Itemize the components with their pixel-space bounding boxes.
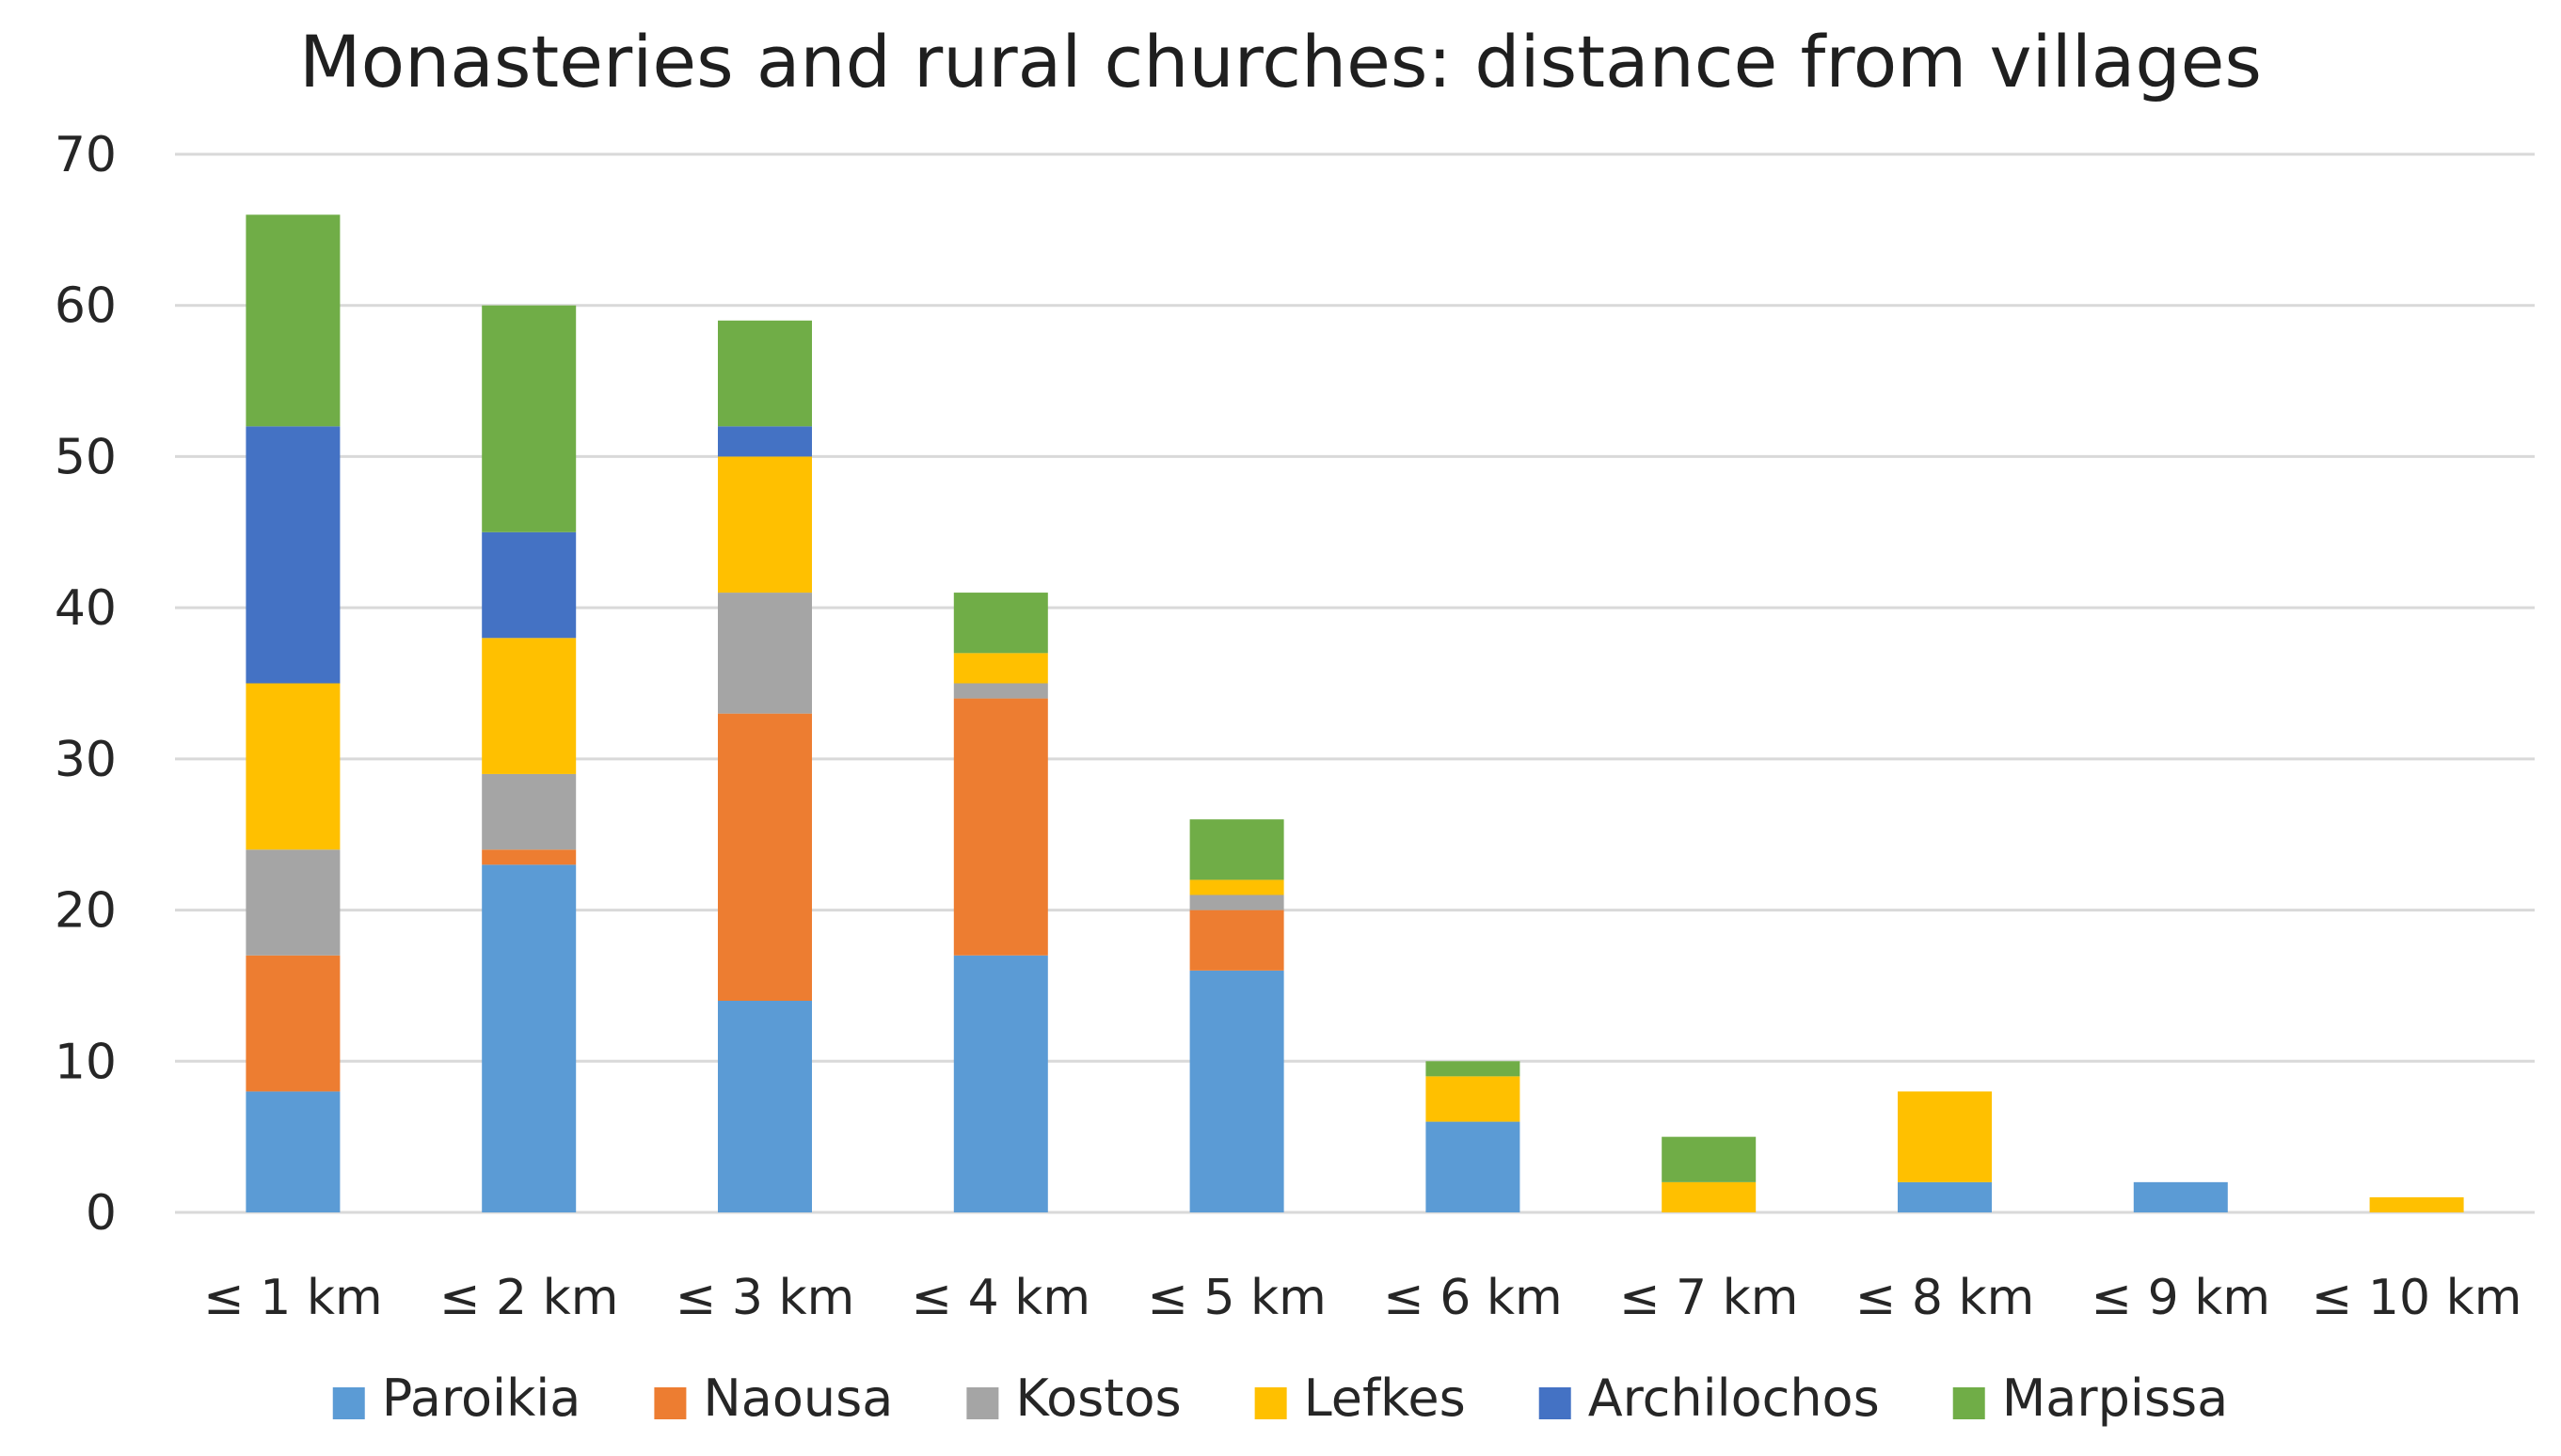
- bar-segment: [718, 593, 812, 714]
- legend-item: Archilochos: [1538, 1369, 1880, 1428]
- legend-item: Naousa: [654, 1369, 893, 1428]
- bar-stack: [1425, 1061, 1520, 1212]
- bar-stack: [718, 320, 812, 1212]
- legend-item: Kostos: [966, 1369, 1182, 1428]
- legend: Paroikia Naousa Kostos Lefkes Archilochos Mar…: [332, 1369, 2229, 1428]
- x-tick-label: ≤ 9 km: [2092, 1270, 2270, 1326]
- bar-segment: [482, 638, 577, 774]
- legend-label: Naousa: [703, 1369, 893, 1428]
- bar-stack: [1662, 1136, 1757, 1212]
- legend-label: Kostos: [1015, 1369, 1181, 1428]
- x-tick-label: ≤ 4 km: [912, 1270, 1090, 1326]
- x-tick-label: ≤ 8 km: [1855, 1270, 2034, 1326]
- legend-swatch: [1254, 1387, 1287, 1419]
- bar-segment: [1425, 1121, 1520, 1212]
- y-tick-label: 50: [55, 429, 117, 485]
- bar-segment: [1662, 1136, 1757, 1182]
- y-tick-label: 0: [86, 1185, 117, 1242]
- bars: [246, 214, 2464, 1212]
- legend-label: Lefkes: [1304, 1369, 1466, 1428]
- y-tick-label: 30: [55, 732, 117, 788]
- y-tick-label: 10: [55, 1034, 117, 1090]
- x-tick-label: ≤ 2 km: [439, 1270, 618, 1326]
- bar-segment: [482, 305, 577, 532]
- bar-segment: [1189, 819, 1284, 880]
- bar-segment: [953, 683, 1048, 699]
- x-tick-label: ≤ 5 km: [1147, 1270, 1326, 1326]
- bar-stack: [2369, 1196, 2464, 1212]
- bar-stack: [1189, 819, 1284, 1212]
- x-tick-label: ≤ 7 km: [1619, 1270, 1798, 1326]
- bar-segment: [718, 426, 812, 457]
- bar-segment: [482, 849, 577, 865]
- bar-segment: [482, 531, 577, 639]
- chart-title: Monasteries and rural churches: distance…: [299, 20, 2262, 103]
- bar-segment: [2133, 1181, 2228, 1212]
- bar-segment: [953, 698, 1048, 956]
- bar-segment: [246, 214, 341, 427]
- legend-label: Archilochos: [1588, 1369, 1880, 1428]
- bar-stack: [1898, 1091, 1992, 1212]
- bar-segment: [718, 456, 812, 593]
- legend-swatch: [966, 1387, 999, 1419]
- legend-swatch: [332, 1387, 365, 1419]
- legend-item: Lefkes: [1254, 1369, 1466, 1428]
- legend-swatch: [654, 1387, 687, 1419]
- bar-stack: [2133, 1181, 2228, 1212]
- bar-segment: [718, 713, 812, 1001]
- bar-segment: [718, 320, 812, 427]
- bar-segment: [482, 864, 577, 1212]
- bar-segment: [482, 773, 577, 850]
- y-tick-label: 70: [55, 127, 117, 183]
- y-tick-label: 60: [55, 278, 117, 335]
- bar-segment: [246, 1091, 341, 1212]
- legend-label: Marpissa: [2002, 1369, 2229, 1428]
- bar-segment: [2369, 1196, 2464, 1212]
- bar-segment: [246, 683, 341, 850]
- bar-segment: [1898, 1091, 1992, 1182]
- bar-segment: [1189, 970, 1284, 1212]
- bar-segment: [953, 955, 1048, 1212]
- legend-item: Marpissa: [1952, 1369, 2229, 1428]
- bar-segment: [718, 1001, 812, 1212]
- bar-segment: [246, 955, 341, 1092]
- bar-segment: [953, 593, 1048, 654]
- bar-segment: [953, 653, 1048, 684]
- y-axis-ticks: 0 10 20 30 40 50 60 70: [55, 127, 117, 1242]
- bar-segment: [246, 426, 341, 684]
- bar-segment: [1898, 1181, 1992, 1212]
- x-tick-label: ≤ 6 km: [1383, 1270, 1562, 1326]
- legend-item: Paroikia: [332, 1369, 581, 1428]
- bar-segment: [1425, 1076, 1520, 1122]
- bar-stack: [953, 593, 1048, 1212]
- x-tick-label: ≤ 10 km: [2312, 1270, 2522, 1326]
- x-tick-label: ≤ 3 km: [676, 1270, 854, 1326]
- bar-segment: [1425, 1061, 1520, 1077]
- bar-segment: [1662, 1181, 1757, 1212]
- y-tick-label: 20: [55, 883, 117, 940]
- y-tick-label: 40: [55, 580, 117, 637]
- x-axis-ticks: ≤ 1 km ≤ 2 km ≤ 3 km ≤ 4 km ≤ 5 km ≤ 6 km ≤ 7 …: [203, 1270, 2521, 1326]
- x-tick-label: ≤ 1 km: [203, 1270, 382, 1326]
- bar-stack: [482, 305, 577, 1212]
- legend-swatch: [1538, 1387, 1571, 1419]
- bar-segment: [1189, 894, 1284, 910]
- bar-stack: [246, 214, 341, 1212]
- bar-segment: [1189, 879, 1284, 895]
- legend-swatch: [1952, 1387, 1985, 1419]
- legend-label: Paroikia: [382, 1369, 581, 1428]
- bar-segment: [246, 849, 341, 956]
- bar-segment: [1189, 910, 1284, 971]
